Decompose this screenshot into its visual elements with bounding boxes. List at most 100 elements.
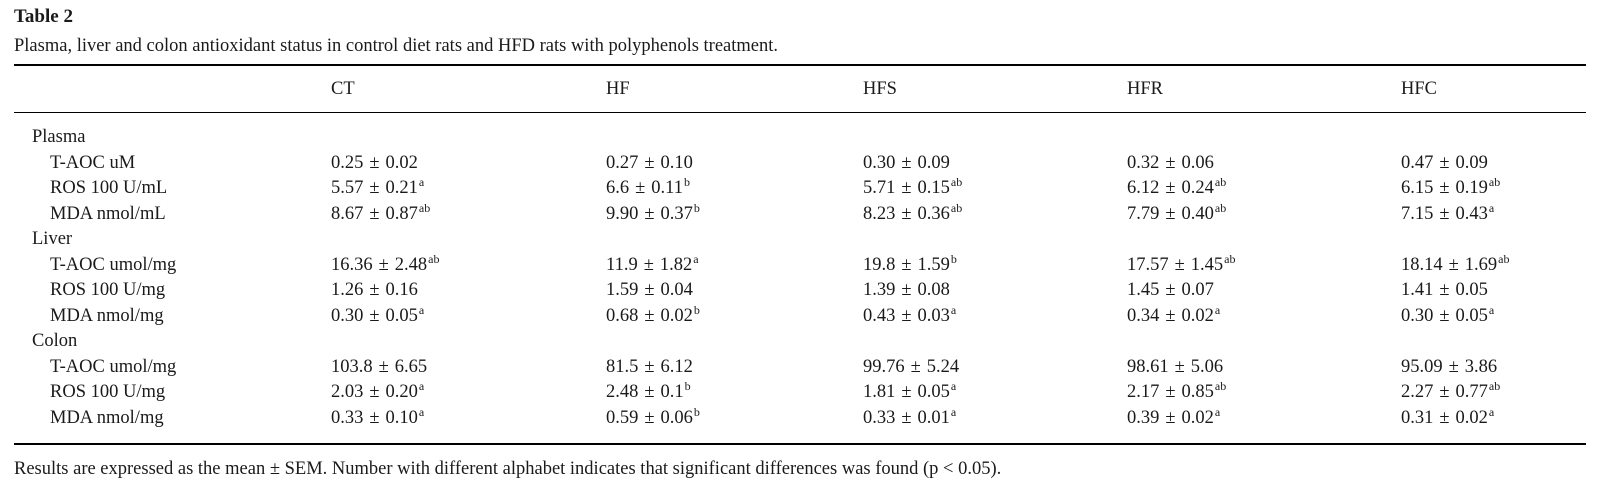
cell-mean: 0.68 bbox=[606, 305, 639, 326]
table-cell: 2.03 ±0.20a bbox=[331, 379, 424, 406]
plus-minus-symbol: ± bbox=[1165, 203, 1176, 224]
table-footnote: Results are expressed as the mean ± SEM.… bbox=[14, 459, 1002, 479]
significance-superscript: ab bbox=[950, 175, 963, 189]
plus-minus-symbol: ± bbox=[1448, 356, 1459, 377]
table-cell: 17.57 ±1.45ab bbox=[1127, 252, 1235, 279]
table-cell: 0.34 ±0.02a bbox=[1127, 303, 1220, 330]
row-label: T-AOC umol/mg bbox=[50, 356, 177, 377]
row-label: ROS 100 U/mL bbox=[50, 178, 168, 198]
significance-superscript: ab bbox=[1488, 175, 1501, 189]
table-cell: 95.09 ±3.86 bbox=[1401, 355, 1497, 380]
cell-sem: 0.07 bbox=[1181, 280, 1214, 300]
significance-superscript: a bbox=[950, 302, 957, 317]
plus-minus-symbol: ± bbox=[644, 407, 655, 428]
row-label: T-AOC umol/mg bbox=[50, 254, 177, 275]
cell-sem: 0.05 bbox=[917, 382, 950, 402]
significance-superscript: a bbox=[418, 404, 425, 419]
cell-mean: 1.41 bbox=[1401, 280, 1434, 300]
significance-superscript: a bbox=[1488, 200, 1495, 215]
plus-minus-symbol: ± bbox=[369, 305, 380, 326]
significance-superscript: ab bbox=[1214, 379, 1227, 393]
cell-mean: 16.36 bbox=[331, 254, 373, 275]
plus-minus-symbol: ± bbox=[369, 203, 380, 224]
cell-mean: 0.33 bbox=[863, 407, 896, 428]
cell-mean: 2.27 bbox=[1401, 382, 1434, 402]
plus-minus-symbol: ± bbox=[1439, 152, 1450, 173]
table-title: Table 2 bbox=[14, 6, 73, 27]
significance-superscript: ab bbox=[418, 200, 431, 215]
cell-mean: 11.9 bbox=[606, 254, 638, 275]
cell-sem: 1.59 bbox=[917, 254, 950, 275]
table-row: T-AOC umol/mg 16.36 ±2.48ab 11.9 ±1.82a 19.8 ±… bbox=[0, 251, 1600, 279]
cell-mean: 1.26 bbox=[331, 280, 364, 300]
significance-superscript: b bbox=[693, 404, 700, 419]
section-row: Plasma bbox=[0, 125, 1600, 150]
plus-minus-symbol: ± bbox=[378, 254, 389, 275]
table-cell: 6.15 ±0.19ab bbox=[1401, 175, 1501, 202]
significance-superscript: a bbox=[950, 379, 957, 393]
cell-mean: 18.14 bbox=[1401, 254, 1443, 275]
plus-minus-symbol: ± bbox=[635, 178, 646, 198]
cell-sem: 1.69 bbox=[1464, 254, 1498, 275]
significance-superscript: ab bbox=[1214, 200, 1227, 215]
column-header-hf: HF bbox=[606, 79, 630, 99]
cell-mean: 81.5 bbox=[606, 356, 639, 377]
cell-mean: 6.6 bbox=[606, 178, 630, 198]
plus-minus-symbol: ± bbox=[910, 356, 921, 377]
table-row: ROS 100 U/mL 5.57 ±0.21a 6.6 ±0.11b 5.71 ±0.15… bbox=[0, 175, 1600, 202]
table-cell: 1.81 ±0.05a bbox=[863, 379, 957, 406]
cell-mean: 7.79 bbox=[1127, 203, 1160, 224]
cell-mean: 0.30 bbox=[863, 152, 896, 173]
plus-minus-symbol: ± bbox=[1439, 407, 1450, 428]
cell-mean: 1.81 bbox=[863, 382, 896, 402]
cell-sem: 0.19 bbox=[1455, 178, 1488, 198]
table-cell: 0.25 ±0.02 bbox=[331, 151, 418, 176]
cell-mean: 0.30 bbox=[1401, 305, 1434, 326]
cell-sem: 0.10 bbox=[660, 152, 693, 173]
table-row: MDA nmol/mg 0.33 ±0.10a 0.59 ±0.06b 0.33 ±0.01… bbox=[0, 404, 1600, 432]
table-cell: 5.57 ±0.21a bbox=[331, 175, 424, 202]
cell-mean: 95.09 bbox=[1401, 356, 1443, 377]
table-cell: 1.41 ±0.05 bbox=[1401, 278, 1488, 303]
cell-sem: 0.85 bbox=[1181, 382, 1214, 402]
cell-mean: 6.12 bbox=[1127, 178, 1160, 198]
table-cell: 0.59 ±0.06b bbox=[606, 404, 700, 432]
cell-sem: 0.02 bbox=[660, 305, 693, 326]
cell-mean: 2.17 bbox=[1127, 382, 1160, 402]
cell-sem: 0.06 bbox=[1181, 152, 1214, 173]
table-cell: 6.12 ±0.24ab bbox=[1127, 175, 1226, 202]
significance-superscript: ab bbox=[950, 200, 963, 215]
section-label: Colon bbox=[32, 331, 78, 351]
row-label: ROS 100 U/mg bbox=[50, 382, 166, 402]
cell-mean: 0.30 bbox=[331, 305, 364, 326]
row-label: MDA nmol/mg bbox=[50, 407, 164, 428]
table-cell: 7.15 ±0.43a bbox=[1401, 200, 1495, 228]
cell-mean: 0.39 bbox=[1127, 407, 1160, 428]
table-cell: 2.17 ±0.85ab bbox=[1127, 379, 1227, 406]
cell-sem: 0.36 bbox=[917, 203, 950, 224]
table-cell: 0.30 ±0.05a bbox=[331, 303, 424, 330]
cell-mean: 17.57 bbox=[1127, 254, 1169, 275]
cell-mean: 5.57 bbox=[331, 178, 364, 198]
top-rule bbox=[14, 64, 1586, 66]
significance-superscript: ab bbox=[1498, 251, 1510, 266]
plus-minus-symbol: ± bbox=[901, 382, 912, 402]
plus-minus-symbol: ± bbox=[369, 178, 380, 198]
cell-mean: 0.43 bbox=[863, 305, 896, 326]
table-cell: 1.45 ±0.07 bbox=[1127, 278, 1214, 303]
plus-minus-symbol: ± bbox=[901, 203, 912, 224]
cell-sem: 0.05 bbox=[1455, 305, 1488, 326]
table-cell: 1.26 ±0.16 bbox=[331, 278, 418, 303]
plus-minus-symbol: ± bbox=[644, 382, 655, 402]
cell-sem: 0.43 bbox=[1455, 203, 1488, 224]
plus-minus-symbol: ± bbox=[901, 152, 912, 173]
table-caption: Plasma, liver and colon antioxidant stat… bbox=[14, 36, 779, 56]
cell-mean: 0.34 bbox=[1127, 305, 1160, 326]
plus-minus-symbol: ± bbox=[369, 280, 380, 300]
cell-sem: 6.12 bbox=[660, 356, 693, 377]
plus-minus-symbol: ± bbox=[1448, 254, 1459, 275]
plus-minus-symbol: ± bbox=[1165, 280, 1176, 300]
cell-mean: 5.71 bbox=[863, 178, 896, 198]
table-cell: 0.47 ±0.09 bbox=[1401, 151, 1488, 176]
cell-sem: 0.87 bbox=[385, 203, 418, 224]
